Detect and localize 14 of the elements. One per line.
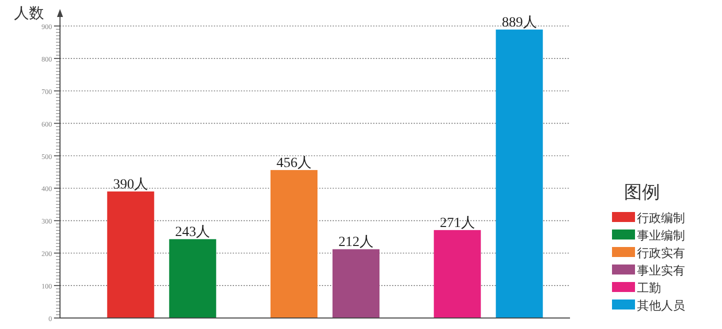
legend-label: 工勤 (637, 281, 661, 295)
data-label: 889人 (502, 14, 537, 31)
data-label: 456人 (276, 155, 312, 172)
data-label: 271人 (440, 215, 475, 232)
legend-label: 事业编制 (637, 228, 685, 242)
data-label: 212人 (338, 234, 374, 250)
legend-label: 事业实有 (637, 264, 685, 278)
legend-label: 其他人员 (637, 298, 685, 312)
data-label: 243人 (175, 224, 210, 240)
y-axis-title: 人数 (14, 6, 44, 22)
legend-title: 图例 (624, 182, 660, 203)
data-label: 390人 (113, 176, 148, 192)
legend-label: 行政编制 (637, 211, 685, 225)
legend-label: 行政实有 (637, 246, 685, 260)
